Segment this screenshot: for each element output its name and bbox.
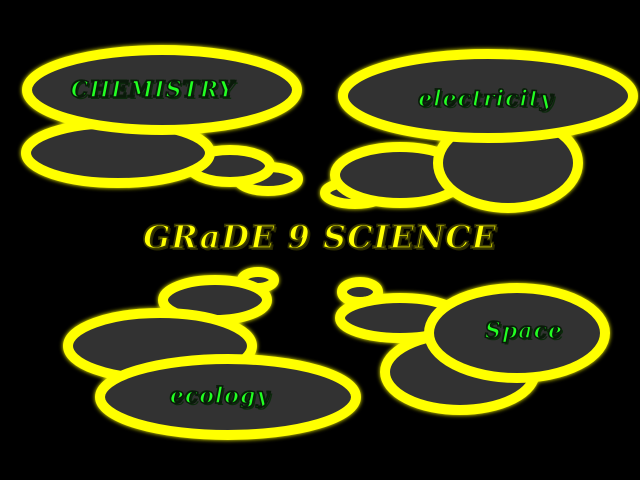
ecology-main-bubble[interactable]	[95, 354, 361, 440]
chemistry-main-bubble[interactable]	[22, 45, 302, 135]
electricity-main-bubble[interactable]	[338, 49, 638, 143]
topic-label-ecology[interactable]: ecology	[169, 382, 271, 410]
topic-label-electricity[interactable]: electricity	[417, 85, 554, 113]
topic-label-space[interactable]: Space	[484, 317, 563, 345]
topic-label-chemistry[interactable]: CHEMISTRY	[70, 76, 236, 104]
slide-title: GRaDE 9 SCIENCE	[142, 217, 498, 257]
space-main-bubble[interactable]	[424, 283, 610, 383]
